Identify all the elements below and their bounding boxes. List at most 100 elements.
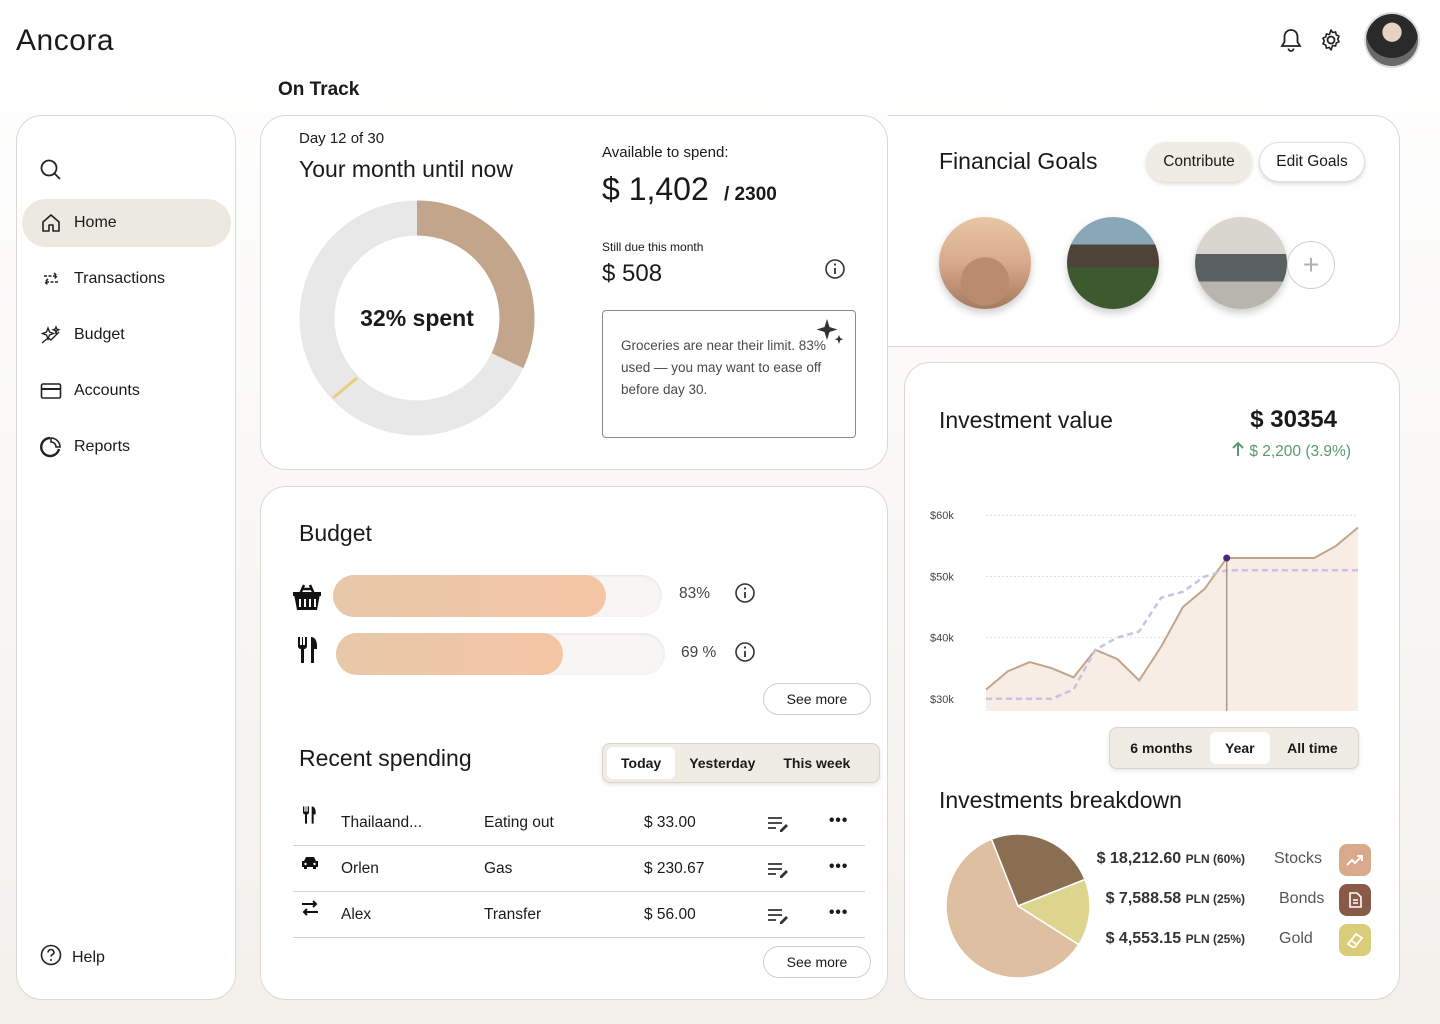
budget-bar-track <box>333 575 662 617</box>
more-icon[interactable]: ••• <box>829 812 849 829</box>
tx-name: Alex <box>341 906 372 923</box>
pie-slice-stocks <box>945 838 1080 979</box>
sidebar-item-label: Home <box>74 214 117 231</box>
pie-slice-gold <box>1016 878 1091 946</box>
edit-note-icon[interactable] <box>767 908 789 929</box>
month-title: Your month until now <box>299 156 513 182</box>
avatar[interactable] <box>1364 12 1420 68</box>
home-icon <box>40 212 62 234</box>
goal-city[interactable] <box>939 217 1031 309</box>
transfer-icon <box>301 900 319 921</box>
sidebar: Home Transactions Budget Accounts Report… <box>16 115 236 1000</box>
budget-bar-track <box>336 633 665 675</box>
breakdown-row-stocks[interactable]: $ 18,212.60 PLN (60%) Stocks <box>1097 844 1375 876</box>
tab-today[interactable]: Today <box>607 747 676 779</box>
table-row[interactable]: Thailaand... Eating out $ 33.00 ••• <box>293 800 865 846</box>
edit-goals-button[interactable]: Edit Goals <box>1259 142 1365 182</box>
day-counter: Day 12 of 30 <box>299 130 385 147</box>
y-tick-label: $50k <box>930 571 954 583</box>
tab-this-week[interactable]: This week <box>783 755 851 771</box>
available-label: Available to spend: <box>602 144 729 161</box>
sidebar-item-accounts[interactable]: Accounts <box>22 367 231 415</box>
tx-category: Gas <box>484 860 513 877</box>
goal-car[interactable] <box>1195 217 1287 309</box>
y-tick-label: $40k <box>930 633 954 645</box>
trending-up-icon <box>1339 844 1371 876</box>
table-row[interactable]: Orlen Gas $ 230.67 ••• <box>293 846 865 892</box>
sidebar-item-label: Reports <box>74 438 131 455</box>
sparkles-icon <box>40 324 62 346</box>
edit-note-icon[interactable] <box>767 862 789 883</box>
investment-value: $ 30354 <box>1250 406 1337 433</box>
available-total: / 2300 <box>724 184 777 205</box>
series-line <box>985 526 1359 691</box>
breakdown-title: Investments breakdown <box>939 787 1182 813</box>
contribute-button[interactable]: Contribute <box>1146 142 1252 182</box>
document-icon <box>1339 884 1371 916</box>
search-icon[interactable] <box>39 158 63 182</box>
goals-title: Financial Goals <box>939 148 1098 174</box>
add-goal-button[interactable]: + <box>1287 241 1335 289</box>
goal-house[interactable] <box>1067 217 1159 309</box>
sidebar-item-label: Budget <box>74 326 125 343</box>
budget-pct: 83% <box>679 585 711 602</box>
sidebar-item-transactions[interactable]: Transactions <box>22 255 231 303</box>
table-row[interactable]: Alex Transfer $ 56.00 ••• <box>293 892 865 938</box>
more-icon[interactable]: ••• <box>829 904 849 921</box>
tab-year[interactable]: Year <box>1210 732 1270 764</box>
sidebar-item-reports[interactable]: Reports <box>22 423 231 471</box>
sidebar-item-budget[interactable]: Budget <box>22 311 231 359</box>
tab-6-months[interactable]: 6 months <box>1130 740 1193 756</box>
budget-see-more-button[interactable]: See more <box>763 683 871 715</box>
info-icon[interactable] <box>824 258 846 285</box>
card-icon <box>40 380 62 402</box>
sidebar-nav: Home Transactions Budget Accounts Report… <box>22 199 231 479</box>
tx-category: Eating out <box>484 814 554 831</box>
series-area <box>986 527 1358 711</box>
more-icon[interactable]: ••• <box>829 858 849 875</box>
breakdown-amount: $ 7,588.58 PLN (25%) <box>1105 890 1245 907</box>
tab-yesterday[interactable]: Yesterday <box>689 755 756 771</box>
breakdown-name: Stocks <box>1274 850 1323 867</box>
help-label: Help <box>72 948 105 966</box>
gold-bar-icon <box>1339 924 1371 956</box>
spent-donut <box>299 200 535 436</box>
y-tick-label: $60k <box>930 510 954 522</box>
breakdown-amount: $ 4,553.15 PLN (25%) <box>1105 930 1245 947</box>
basket-icon <box>291 581 323 618</box>
breakdown-row-bonds[interactable]: $ 7,588.58 PLN (25%) Bonds <box>1106 884 1375 916</box>
budget-card: Budget 83% 69 % See more Recent spending… <box>260 486 888 1000</box>
sparkle-icon <box>816 317 845 354</box>
investment-card: Investment value $ 30354 $ 2,200 (3.9%) … <box>904 362 1400 1000</box>
edit-note-icon[interactable] <box>767 816 789 837</box>
budget-pct: 69 % <box>681 644 717 661</box>
tab-all-time[interactable]: All time <box>1287 740 1338 756</box>
app-logo: Ancora <box>16 24 115 57</box>
sidebar-item-label: Accounts <box>74 382 140 399</box>
sidebar-item-label: Transactions <box>74 270 165 287</box>
budget-bar-fill <box>336 633 563 675</box>
help-link[interactable]: Help <box>40 944 105 971</box>
info-icon[interactable] <box>734 641 756 668</box>
top-actions <box>1278 12 1420 68</box>
insight-text: Groceries are near their limit. 83% used… <box>621 338 826 397</box>
recent-see-more-button[interactable]: See more <box>763 946 871 978</box>
breakdown-row-gold[interactable]: $ 4,553.15 PLN (25%) Gold <box>1106 924 1375 956</box>
status-heading: On Track <box>278 79 360 100</box>
available-value: $ 1,402 <box>602 171 709 207</box>
info-icon[interactable] <box>734 582 756 609</box>
gear-icon[interactable] <box>1318 27 1344 53</box>
sidebar-item-home[interactable]: Home <box>22 199 231 247</box>
budget-bar-fill <box>333 575 607 617</box>
reports-icon <box>40 436 62 458</box>
arrow-up-icon <box>1231 441 1245 462</box>
investment-chart: $60k $50k $40k $30k <box>930 510 1359 711</box>
tx-amount: $ 230.67 <box>644 860 705 877</box>
insight-box: Groceries are near their limit. 83% used… <box>602 310 856 438</box>
tx-name: Orlen <box>341 860 379 877</box>
breakdown-amount: $ 18,212.60 PLN (60%) <box>1096 850 1245 867</box>
bell-icon[interactable] <box>1278 27 1304 53</box>
recent-spending-title: Recent spending <box>299 745 472 771</box>
breakdown-name: Gold <box>1279 930 1313 947</box>
tx-amount: $ 56.00 <box>644 906 696 923</box>
